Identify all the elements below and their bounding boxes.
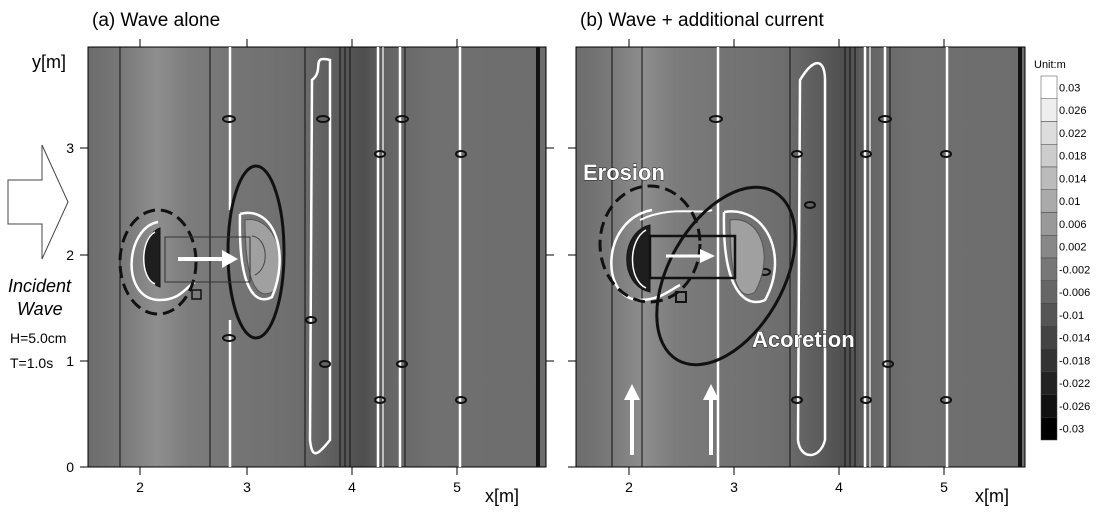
panel-a-xlabel: x[m]: [485, 486, 519, 506]
colorbar-swatch: [1040, 280, 1058, 304]
colorbar-level-label: -0.002: [1059, 264, 1090, 276]
colorbar-swatch: [1040, 235, 1058, 259]
colorbar-swatch: [1040, 303, 1058, 327]
colorbar-swatch: [1040, 212, 1058, 236]
panel-b-xtick-4: 4: [835, 479, 843, 495]
colorbar-level-label: 0.002: [1059, 242, 1087, 254]
panel-a-ticks: [80, 39, 554, 475]
colorbar-swatch: [1040, 257, 1058, 281]
colorbar-level-label: 0.01: [1059, 196, 1080, 208]
panel-a-ytick-2: 2: [66, 247, 74, 263]
panel-a-xtick-4: 4: [348, 479, 356, 495]
incident-height: H=5.0cm: [10, 330, 66, 346]
panel-a-title: (a) Wave alone: [92, 10, 220, 31]
panel-a-ytick-1: 1: [66, 353, 74, 369]
erosion-annotation: Erosion: [583, 160, 665, 185]
colorbar-swatch: [1040, 394, 1058, 418]
colorbar-title: Unit:m: [1034, 59, 1066, 71]
colorbar: Unit:m 0.03 0.026 0.022 0.018 0.014 0.01 0.006…: [1034, 59, 1090, 441]
panel-a-xtick-2: 2: [136, 479, 144, 495]
panel-b-xlabel: x[m]: [975, 486, 1009, 506]
panel-a: (a) Wave alone: [32, 10, 554, 506]
panel-b-xtick-5: 5: [940, 479, 948, 495]
panel-b-xtick-3: 3: [730, 479, 738, 495]
colorbar-level-label: 0.006: [1059, 219, 1087, 231]
colorbar-level-label: -0.01: [1059, 310, 1084, 322]
panel-b-title: (b) Wave + additional current: [580, 10, 824, 31]
colorbar-swatch: [1040, 121, 1058, 145]
incident-wave-arrow: [7, 144, 69, 260]
colorbar-level-label: 0.03: [1059, 82, 1080, 94]
colorbar-swatch: [1040, 98, 1058, 122]
colorbar-swatch: [1040, 348, 1058, 372]
panel-b-ticks: [568, 39, 945, 475]
panel-b: (b) Wave + additional current: [568, 10, 1026, 506]
colorbar-swatch: [1040, 166, 1058, 190]
colorbar-swatch: [1040, 75, 1058, 99]
panel-a-xtick-3: 3: [243, 479, 251, 495]
colorbar-swatch: [1040, 189, 1058, 213]
colorbar-level-label: 0.022: [1059, 128, 1087, 140]
incident-label-line1: Incident: [8, 276, 72, 296]
panel-b-contours: [598, 47, 1022, 467]
colorbar-level-label: -0.03: [1059, 424, 1084, 436]
panel-a-ytick-0: 0: [66, 459, 74, 475]
colorbar-swatches: [1040, 75, 1058, 441]
colorbar-level-label: -0.022: [1059, 378, 1090, 390]
colorbar-swatch: [1040, 417, 1058, 441]
accretion-annotation: Acoretion: [752, 327, 855, 352]
incident-label-line2: Wave: [17, 299, 63, 319]
colorbar-swatch: [1040, 371, 1058, 395]
colorbar-swatch: [1040, 326, 1058, 350]
panel-a-ytick-3: 3: [66, 140, 74, 156]
colorbar-swatch: [1040, 144, 1058, 168]
incident-period: T=1.0s: [10, 355, 53, 371]
colorbar-level-label: -0.018: [1059, 355, 1090, 367]
colorbar-level-label: -0.006: [1059, 287, 1090, 299]
colorbar-level-label: -0.026: [1059, 401, 1090, 413]
colorbar-level-label: 0.014: [1059, 173, 1087, 185]
colorbar-labels: 0.03 0.026 0.022 0.018 0.014 0.01 0.006 0.002 -0…: [1059, 82, 1090, 435]
panel-b-xtick-2: 2: [625, 479, 633, 495]
panel-a-contours: [118, 47, 540, 467]
panel-a-ylabel: y[m]: [32, 52, 66, 72]
colorbar-level-label: 0.026: [1059, 105, 1087, 117]
panel-a-xtick-5: 5: [453, 479, 461, 495]
colorbar-level-label: 0.018: [1059, 151, 1087, 163]
colorbar-level-label: -0.014: [1059, 333, 1090, 345]
